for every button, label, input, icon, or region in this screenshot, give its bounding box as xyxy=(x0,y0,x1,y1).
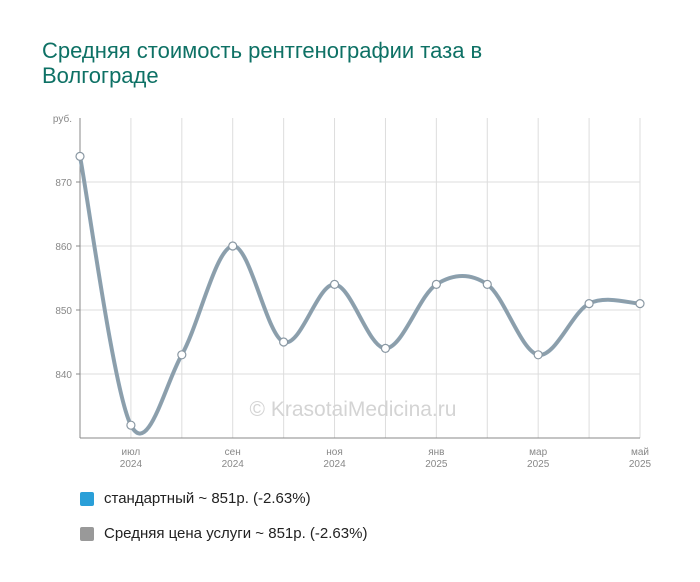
data-point xyxy=(584,299,594,309)
data-points xyxy=(75,151,645,430)
series-line-average xyxy=(78,155,642,435)
data-point xyxy=(380,343,391,353)
x-tick-label-month: сен xyxy=(225,447,241,458)
x-tick-label-month: ноя xyxy=(326,447,343,458)
data-point xyxy=(279,337,289,347)
legend-swatch-icon xyxy=(80,491,94,506)
data-point xyxy=(482,279,492,289)
data-point xyxy=(75,151,85,161)
data-point xyxy=(635,299,645,309)
y-tick-label: 870 xyxy=(55,178,72,189)
x-tick-label-month: янв xyxy=(428,447,444,458)
data-point xyxy=(431,279,441,289)
y-tick-label: 860 xyxy=(55,242,72,253)
x-tick-label-month: май xyxy=(631,447,649,458)
data-point xyxy=(177,350,187,360)
data-point xyxy=(126,420,136,430)
chart-title: Средняя стоимость рентгенографии таза в … xyxy=(42,38,483,88)
x-tick-label-year: 2024 xyxy=(120,459,143,470)
legend-item-average[interactable]: Средняя цена услуги ~ 851р. (-2.63%) xyxy=(80,525,367,542)
x-tick-label-year: 2025 xyxy=(629,459,652,470)
y-axis-label: руб. xyxy=(53,113,72,125)
x-tick-label-year: 2024 xyxy=(222,459,245,470)
x-tick-label-month: мар xyxy=(529,447,547,458)
y-tick-label: 840 xyxy=(55,370,72,381)
x-tick-label-year: 2024 xyxy=(323,459,346,470)
x-tick-label-month: июл xyxy=(122,447,141,458)
axes xyxy=(76,118,640,439)
data-point xyxy=(329,279,340,289)
x-tick-label-year: 2025 xyxy=(527,459,550,470)
series-line-standard xyxy=(78,154,642,436)
legend-item-standard[interactable]: стандартный ~ 851р. (-2.63%) xyxy=(80,490,311,507)
grid xyxy=(80,118,641,438)
series-lines xyxy=(78,154,642,436)
legend-swatch-icon xyxy=(80,526,94,541)
data-point xyxy=(533,350,543,360)
tick-labels: 840850860870руб.июл2024сен2024ноя2024янв… xyxy=(53,113,652,470)
y-tick-label: 850 xyxy=(55,306,72,317)
legend-label: Средняя цена услуги ~ 851р. (-2.63%) xyxy=(104,525,368,542)
legend-label: стандартный ~ 851р. (-2.63%) xyxy=(104,490,311,507)
x-tick-label-year: 2025 xyxy=(425,459,448,470)
data-point xyxy=(228,241,238,251)
watermark-text: © KrasotaiMedicina.ru xyxy=(250,398,457,421)
